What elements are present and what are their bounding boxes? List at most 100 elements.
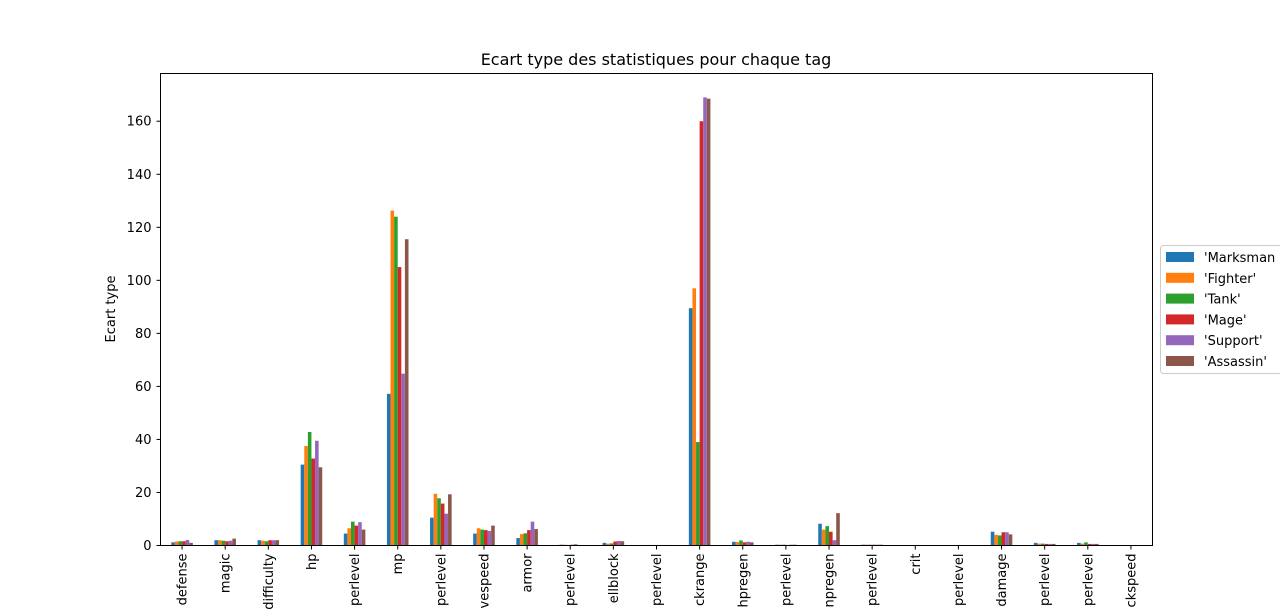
y-tick-label: 60 bbox=[135, 380, 152, 395]
bar bbox=[731, 541, 736, 546]
bar bbox=[990, 531, 995, 546]
x-tick-label: damage bbox=[995, 554, 1010, 607]
bar bbox=[232, 538, 236, 546]
x-tick-label: hpregen bbox=[736, 554, 751, 608]
x-tick-label: vespeed bbox=[477, 554, 492, 609]
bar bbox=[304, 446, 308, 546]
bar bbox=[271, 540, 276, 546]
bar bbox=[696, 442, 700, 546]
legend-label: 'Fighter' bbox=[1204, 272, 1256, 287]
bar bbox=[483, 530, 488, 546]
bar bbox=[692, 288, 697, 546]
bar bbox=[307, 432, 312, 546]
bar bbox=[174, 541, 179, 546]
bar bbox=[735, 542, 740, 546]
bar bbox=[832, 540, 837, 546]
bar bbox=[527, 530, 531, 546]
bar bbox=[440, 503, 445, 546]
bar bbox=[437, 498, 441, 546]
x-tick-label: perlevel bbox=[564, 554, 579, 607]
bar bbox=[487, 530, 492, 546]
bar bbox=[1051, 543, 1056, 546]
bar bbox=[257, 540, 262, 546]
bar bbox=[573, 544, 578, 546]
bar bbox=[268, 540, 272, 546]
y-tick-label: 160 bbox=[127, 115, 152, 130]
bar bbox=[185, 539, 190, 546]
bar bbox=[430, 517, 434, 546]
x-tick-label: mp bbox=[391, 554, 406, 575]
y-tick-label: 20 bbox=[135, 486, 152, 501]
bar bbox=[228, 540, 233, 546]
bar bbox=[275, 540, 280, 546]
bar bbox=[318, 467, 323, 546]
bar bbox=[609, 543, 614, 546]
bar bbox=[343, 533, 348, 546]
x-tick-label: perlevel bbox=[434, 554, 449, 607]
bar bbox=[1005, 532, 1009, 546]
bar bbox=[1033, 542, 1038, 546]
y-tick-label: 80 bbox=[135, 327, 152, 342]
bar bbox=[225, 541, 229, 546]
legend-swatch bbox=[1166, 252, 1194, 262]
bars-group bbox=[171, 97, 1099, 546]
bar bbox=[221, 540, 226, 546]
bar bbox=[1037, 543, 1042, 546]
bar bbox=[315, 440, 319, 546]
bar bbox=[749, 542, 754, 546]
y-tick-label: 100 bbox=[127, 274, 152, 289]
x-tick-label: perlevel bbox=[779, 554, 794, 607]
x-tick-label: perlevel bbox=[650, 554, 665, 607]
bar bbox=[444, 513, 449, 546]
bar bbox=[218, 540, 222, 546]
x-tick-label: armor bbox=[521, 553, 536, 593]
bar bbox=[264, 541, 269, 546]
bar bbox=[706, 98, 711, 546]
bar bbox=[1084, 542, 1088, 546]
bar bbox=[1008, 534, 1013, 546]
bar bbox=[448, 494, 452, 546]
bar bbox=[1094, 543, 1099, 546]
y-tick-label: 120 bbox=[127, 221, 152, 236]
bar bbox=[1080, 543, 1085, 546]
bar bbox=[404, 239, 409, 546]
x-tick-label: ellblock bbox=[607, 553, 622, 603]
legend-label: 'Tank' bbox=[1204, 293, 1241, 308]
bar bbox=[1044, 543, 1049, 546]
x-tick-label: crit bbox=[909, 554, 924, 575]
bar bbox=[613, 541, 617, 546]
bar bbox=[1041, 543, 1045, 546]
bar bbox=[361, 529, 366, 546]
bar bbox=[829, 531, 833, 546]
bar bbox=[821, 529, 826, 546]
bar bbox=[178, 541, 183, 546]
bar bbox=[182, 541, 186, 546]
legend: 'Marksman 'Fighter' 'Tank' 'Mage' 'Support' '… bbox=[1160, 245, 1280, 374]
bar bbox=[171, 542, 175, 546]
x-tick-label: ckrange bbox=[693, 554, 708, 606]
x-tick-label: perlevel bbox=[1081, 554, 1096, 607]
bar bbox=[358, 522, 362, 546]
bar bbox=[994, 534, 998, 546]
x-tick-label: difficulty bbox=[262, 553, 277, 610]
plot-area-frame bbox=[160, 73, 1153, 546]
bar bbox=[742, 542, 747, 546]
bar bbox=[433, 493, 438, 546]
bar bbox=[516, 538, 520, 546]
bar bbox=[746, 541, 750, 546]
bar bbox=[620, 541, 625, 546]
legend-swatch bbox=[1166, 314, 1194, 325]
bar bbox=[534, 529, 538, 546]
legend-label: 'Marksman bbox=[1204, 251, 1275, 266]
bar bbox=[519, 534, 524, 546]
bar bbox=[1048, 543, 1052, 546]
legend-swatch bbox=[1166, 272, 1194, 283]
bar bbox=[1001, 532, 1006, 546]
legend-label: 'Assassin' bbox=[1204, 355, 1267, 370]
y-tick-label: 0 bbox=[143, 539, 151, 554]
x-tick-label: ckspeed bbox=[1124, 554, 1139, 608]
bar bbox=[386, 393, 391, 546]
bar bbox=[703, 97, 707, 546]
bar bbox=[473, 533, 477, 546]
